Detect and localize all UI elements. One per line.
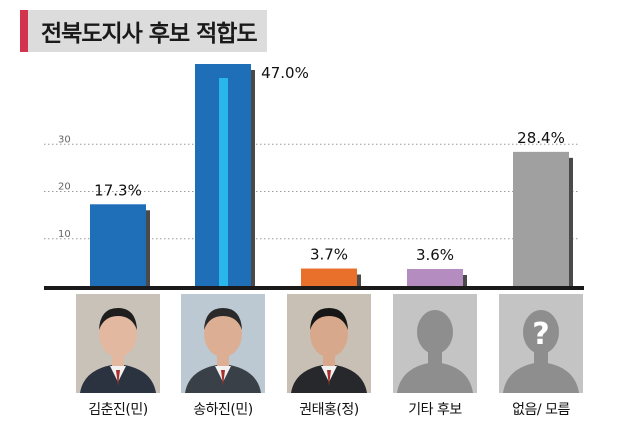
candidate-name: 없음/ 모름 (512, 402, 570, 418)
candidate-name: 기타 후보 (408, 402, 462, 418)
svg-text:?: ? (532, 317, 549, 352)
chart-title: 전북도지사 후보 적합도 (41, 21, 258, 47)
data-label: 17.3% (94, 181, 142, 199)
bar (90, 204, 146, 286)
candidate-photo (393, 294, 477, 393)
y-tick-label: 20 (58, 182, 71, 193)
candidate-photo (287, 294, 371, 393)
data-label: 28.4% (517, 129, 565, 147)
bar-shadow (463, 274, 467, 286)
x-axis-baseline (44, 286, 584, 290)
bar (301, 268, 357, 286)
data-label: 3.6% (416, 246, 454, 264)
y-tick-label: 30 (58, 134, 71, 145)
candidate-name: 권태홍(정) (299, 402, 359, 418)
data-label: 47.0% (261, 64, 309, 82)
bar-shadow (357, 274, 361, 286)
bar-highlight (219, 78, 228, 286)
candidate-name: 김춘진(민) (88, 402, 148, 418)
candidate-name: 송하진(민) (193, 402, 253, 418)
bar (513, 151, 569, 286)
data-label: 3.7% (310, 246, 348, 264)
candidate-photo (76, 294, 160, 393)
bar-shadow (569, 157, 573, 286)
bar-shadow (146, 210, 150, 286)
candidate-photo (181, 294, 265, 393)
title-box: 전북도지사 후보 적합도 (20, 10, 267, 52)
title-accent-bar (20, 10, 28, 52)
candidate-photo: ? (499, 294, 583, 393)
bar-shadow (251, 70, 255, 286)
y-tick-label: 10 (58, 229, 71, 240)
bar (407, 268, 463, 286)
